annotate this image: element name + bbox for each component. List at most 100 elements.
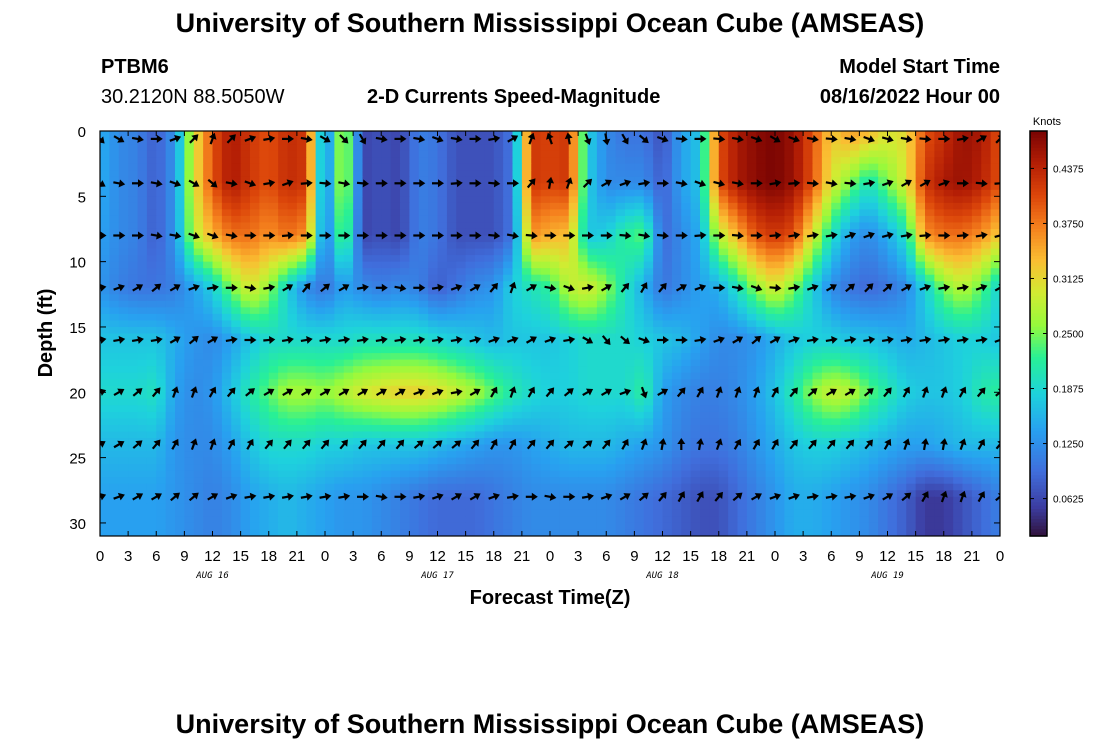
heatmap-cell: [325, 157, 335, 165]
heatmap-cell: [418, 313, 429, 322]
heatmap-cell: [681, 157, 692, 165]
heatmap-cell: [859, 379, 870, 387]
heatmap-cell: [821, 196, 832, 204]
heatmap-cell: [681, 353, 692, 361]
heatmap-cell: [231, 359, 242, 367]
heatmap-cell: [671, 346, 682, 354]
heatmap-cell: [268, 346, 279, 354]
heatmap-cell: [221, 281, 232, 289]
heatmap-cell: [446, 274, 457, 282]
heatmap-cell: [259, 261, 270, 269]
heatmap-cell: [568, 398, 579, 406]
heatmap-cell: [878, 183, 889, 191]
heatmap-cell: [475, 313, 485, 322]
heatmap-cell: [437, 300, 448, 308]
heatmap-cell: [315, 294, 326, 302]
heatmap-cell: [559, 353, 570, 361]
heatmap-cell: [212, 294, 223, 302]
heatmap-cell: [643, 209, 654, 217]
heatmap-cell: [671, 353, 682, 361]
heatmap-cell: [728, 242, 739, 250]
heatmap-cell: [521, 255, 532, 263]
heatmap-cell: [700, 196, 710, 204]
heatmap-cell: [146, 340, 157, 348]
heatmap-cell: [840, 163, 851, 171]
heatmap-cell: [925, 215, 935, 224]
heatmap-cell: [700, 242, 710, 250]
heatmap-cell: [531, 366, 542, 374]
heatmap-cell: [250, 451, 260, 459]
heatmap-cell: [512, 228, 523, 237]
heatmap-cell: [156, 451, 167, 459]
heatmap-cell: [118, 248, 129, 256]
heatmap-cell: [850, 131, 860, 139]
heatmap-cell: [100, 457, 110, 465]
heatmap-cell: [803, 209, 814, 217]
heatmap-cell: [700, 261, 710, 269]
heatmap-cell: [700, 398, 710, 406]
heatmap-cell: [690, 294, 701, 302]
heatmap-cell: [587, 346, 598, 354]
heatmap-cell: [437, 372, 448, 380]
heatmap-cell: [765, 424, 776, 433]
heatmap-cell: [362, 255, 373, 263]
heatmap-cell: [390, 294, 401, 302]
heatmap-cell: [625, 307, 635, 315]
heatmap-cell: [953, 150, 964, 158]
heatmap-cell: [606, 411, 617, 420]
heatmap-cell: [981, 228, 992, 237]
heatmap-cell: [953, 398, 964, 406]
heatmap-cell: [990, 170, 1000, 178]
heatmap-cell: [709, 176, 720, 184]
heatmap-cell: [315, 307, 326, 315]
heatmap-cell: [971, 209, 982, 217]
heatmap-cell: [934, 228, 945, 237]
heatmap-cell: [371, 150, 382, 158]
heatmap-cell: [175, 215, 185, 224]
heatmap-cell: [662, 438, 673, 446]
heatmap-cell: [193, 326, 204, 335]
heatmap-cell: [109, 215, 120, 224]
heatmap-cell: [925, 326, 935, 335]
heatmap-cell: [756, 398, 767, 406]
heatmap-cell: [193, 313, 204, 322]
heatmap-cell: [906, 464, 917, 472]
heatmap-cell: [503, 255, 514, 263]
heatmap-cell: [587, 320, 598, 328]
heatmap-cell: [334, 261, 345, 269]
heatmap-cell: [643, 438, 654, 446]
heatmap-cell: [475, 163, 485, 171]
heatmap-cell: [540, 405, 551, 413]
heatmap-cell: [896, 300, 907, 308]
heatmap-cell: [334, 300, 345, 308]
heatmap-cell: [915, 281, 926, 289]
heatmap-cell: [287, 189, 298, 197]
heatmap-cell: [859, 235, 870, 243]
heatmap-cell: [268, 196, 279, 204]
heatmap-cell: [493, 346, 504, 354]
heatmap-cell: [962, 163, 973, 171]
heatmap-cell: [559, 189, 570, 197]
heatmap-cell: [250, 320, 260, 328]
heatmap-cell: [268, 405, 279, 413]
heatmap-cell: [203, 163, 214, 171]
heatmap-cell: [371, 183, 382, 191]
heatmap-cell: [746, 464, 757, 472]
heatmap-cell: [175, 326, 185, 335]
heatmap-cell: [709, 202, 720, 210]
heatmap-cell: [250, 268, 260, 276]
heatmap-cell: [578, 353, 589, 361]
heatmap-cell: [943, 268, 954, 276]
heatmap-cell: [878, 157, 889, 165]
heatmap-cell: [353, 268, 364, 276]
heatmap-cell: [118, 228, 129, 237]
heatmap-cell: [756, 235, 767, 243]
heatmap-cell: [175, 320, 185, 328]
heatmap-cell: [456, 359, 467, 367]
heatmap-cell: [803, 418, 814, 426]
heatmap-cell: [634, 353, 645, 361]
heatmap-cell: [587, 242, 598, 250]
heatmap-cell: [896, 372, 907, 380]
heatmap-cell: [915, 196, 926, 204]
heatmap-cell: [231, 170, 242, 178]
